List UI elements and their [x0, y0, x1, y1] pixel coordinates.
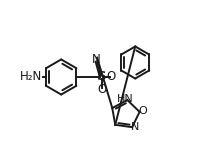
Text: O: O	[97, 83, 106, 96]
Text: S: S	[97, 71, 107, 83]
Text: O: O	[138, 106, 147, 116]
Text: H₂N: H₂N	[20, 71, 42, 83]
Text: N: N	[131, 122, 139, 132]
Text: O: O	[107, 71, 116, 83]
Text: N: N	[92, 53, 101, 66]
Text: HN: HN	[116, 94, 133, 104]
